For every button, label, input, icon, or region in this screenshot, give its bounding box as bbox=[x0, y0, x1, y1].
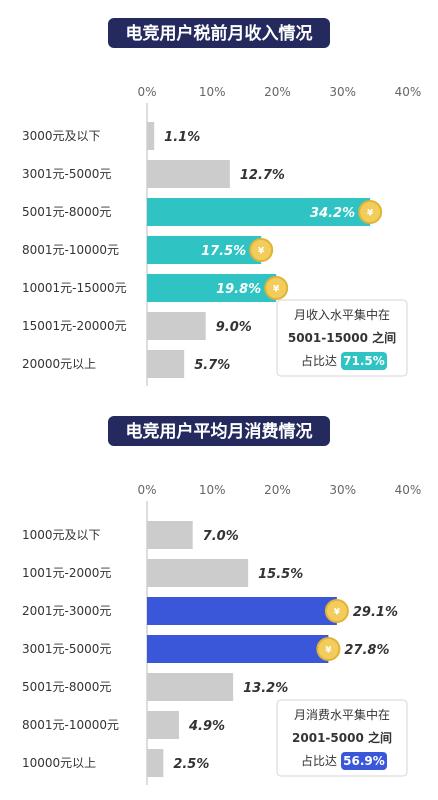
chart-1-category-label: 1000元及以下 bbox=[22, 528, 101, 542]
chart-0-tick-label: 10% bbox=[199, 85, 226, 99]
chart-1-annotation-pill bbox=[341, 752, 387, 770]
chart-0-tick-label: 40% bbox=[395, 85, 422, 99]
coin-icon bbox=[324, 599, 349, 623]
chart-1-category-label: 10000元以上 bbox=[22, 756, 96, 770]
chart-1-title-background bbox=[108, 416, 330, 446]
chart-1-value-label: 15.5% bbox=[258, 567, 303, 582]
chart-1-category-label: 2001元-3000元 bbox=[22, 604, 111, 618]
chart-0-tick-label: 0% bbox=[137, 85, 156, 99]
coin-icon-symbol: ¥ bbox=[273, 285, 280, 295]
chart-0-category-label: 10001元-15000元 bbox=[22, 281, 127, 295]
coin-icon bbox=[316, 637, 341, 661]
chart-1-category-label: 8001元-10000元 bbox=[22, 718, 119, 732]
chart-0-annotation-prefix: 占比达 bbox=[301, 353, 337, 368]
chart-0-value-label: 9.0% bbox=[216, 320, 252, 335]
chart-1-annotation-value: 56.9% bbox=[343, 754, 385, 768]
coin-icon bbox=[358, 200, 383, 224]
chart-1-bar bbox=[147, 635, 329, 663]
chart-0-category-label: 15001元-20000元 bbox=[22, 319, 127, 333]
chart-1-category-label: 1001元-2000元 bbox=[22, 566, 111, 580]
chart-1-value-label: 7.0% bbox=[203, 529, 239, 544]
chart-1-value-label: 13.2% bbox=[243, 681, 288, 696]
chart-1-bar bbox=[147, 711, 179, 739]
coin-icon-symbol: ¥ bbox=[258, 247, 265, 257]
chart-0-value-label: 12.7% bbox=[240, 168, 285, 183]
chart-0-tick-label: 20% bbox=[264, 85, 291, 99]
chart-1-bar bbox=[147, 559, 249, 587]
chart-0-value-label: 5.7% bbox=[194, 358, 230, 373]
coin-icon bbox=[249, 238, 274, 262]
chart-0-category-label: 8001元-10000元 bbox=[22, 243, 119, 257]
chart-0-category-label: 3001元-5000元 bbox=[22, 167, 111, 181]
coin-icon-symbol: ¥ bbox=[367, 209, 374, 219]
chart-1-bar bbox=[147, 597, 337, 625]
chart-1-bar bbox=[147, 673, 234, 701]
chart-0-bar bbox=[147, 236, 262, 264]
chart-1-tick-label: 40% bbox=[395, 483, 422, 497]
chart-1-category-label: 3001元-5000元 bbox=[22, 642, 111, 656]
chart-0-category-label: 20000元以上 bbox=[22, 357, 96, 371]
coin-icon-symbol: ¥ bbox=[325, 646, 332, 656]
chart-0-annotation-value: 71.5% bbox=[343, 354, 385, 368]
chart-0-bar bbox=[147, 274, 277, 302]
chart-1-annotation-line1: 月消费水平集中在 bbox=[294, 707, 390, 722]
chart-0-annotation-pill bbox=[341, 352, 387, 370]
chart-1-annotation-prefix: 占比达 bbox=[301, 753, 337, 768]
chart-1-value-label: 29.1% bbox=[353, 605, 398, 620]
chart-1-value-label: 27.8% bbox=[344, 643, 389, 658]
chart-0-annotation-line1: 月收入水平集中在 bbox=[294, 307, 390, 322]
chart-0-category-label: 3000元及以下 bbox=[22, 129, 101, 143]
chart-0-title: 电竞用户税前月收入情况 bbox=[126, 23, 313, 44]
chart-1-value-label: 2.5% bbox=[173, 757, 209, 772]
chart-1-bar bbox=[147, 749, 164, 777]
chart-0-bar bbox=[147, 350, 185, 378]
chart-0-value-label: 17.5% bbox=[201, 244, 246, 259]
chart-0-category-label: 5001元-8000元 bbox=[22, 205, 111, 219]
chart-1-category-label: 5001元-8000元 bbox=[22, 680, 111, 694]
chart-0-value-label: 1.1% bbox=[164, 130, 200, 145]
chart-1-tick-label: 0% bbox=[137, 483, 156, 497]
chart-0-bar bbox=[147, 122, 155, 150]
coin-icon-symbol: ¥ bbox=[334, 608, 341, 618]
chart-1-value-label: 4.9% bbox=[188, 719, 225, 734]
chart-1-tick-label: 10% bbox=[199, 483, 226, 497]
chart-0-annotation-line2: 5001-15000 之间 bbox=[288, 330, 396, 345]
chart-0-bar bbox=[147, 198, 371, 226]
chart-1-title: 电竞用户平均月消费情况 bbox=[126, 421, 313, 442]
chart-0-title-background bbox=[108, 18, 330, 48]
chart-0-value-label: 34.2% bbox=[310, 206, 355, 221]
chart-0-bar bbox=[147, 312, 206, 340]
chart-0-value-label: 19.8% bbox=[216, 282, 261, 297]
chart-0-tick-label: 30% bbox=[329, 85, 356, 99]
chart-1-tick-label: 30% bbox=[329, 483, 356, 497]
coin-icon bbox=[264, 276, 289, 300]
chart-1-tick-label: 20% bbox=[264, 483, 291, 497]
chart-1-annotation-line2: 2001-5000 之间 bbox=[292, 730, 392, 745]
chart-0-bar bbox=[147, 160, 230, 188]
chart-1-bar bbox=[147, 521, 193, 549]
